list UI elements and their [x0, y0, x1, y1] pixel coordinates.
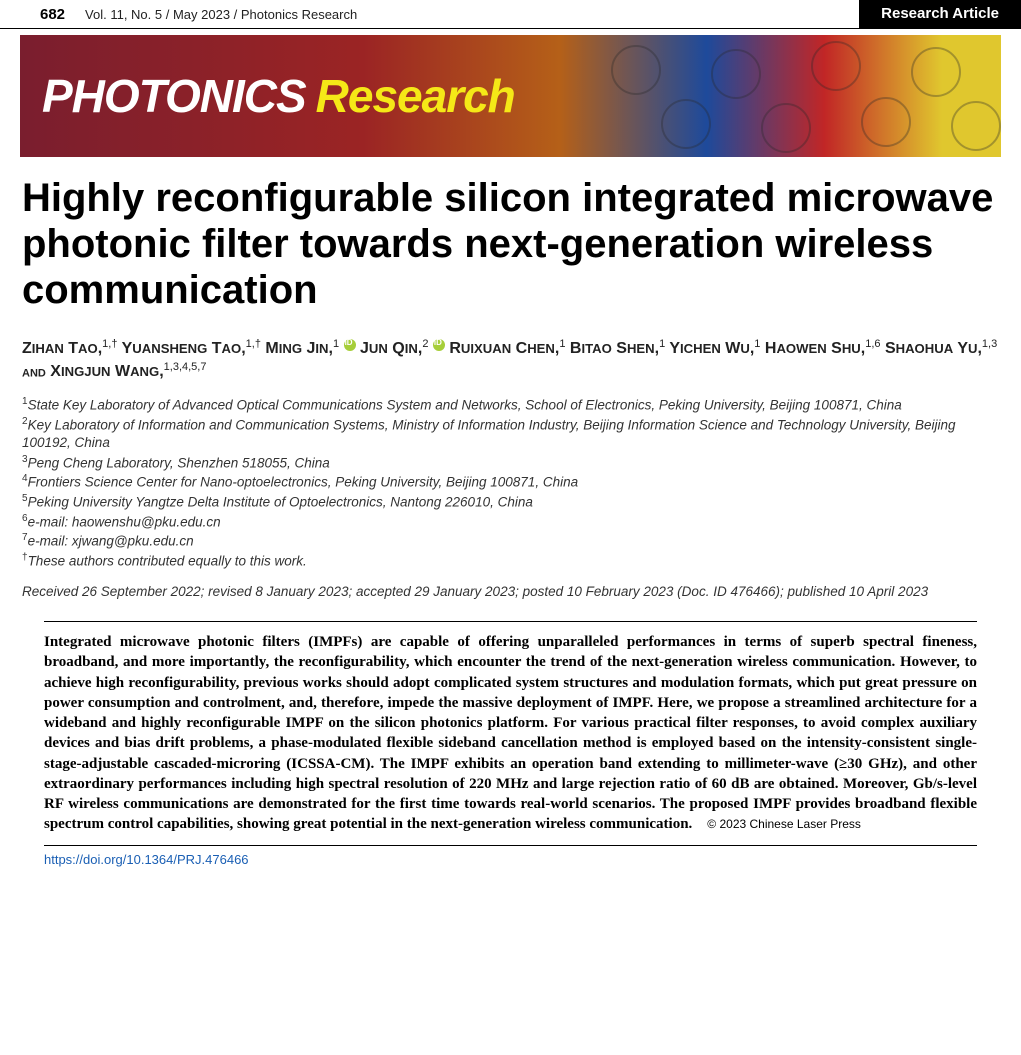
abstract-body: Integrated microwave photonic filters (I… [44, 634, 977, 832]
equal-contribution-note: †These authors contributed equally to th… [22, 551, 999, 571]
affiliation: 5Peking University Yangtze Delta Institu… [22, 492, 999, 512]
affiliation: 2Key Laboratory of Information and Commu… [22, 415, 999, 453]
article-title: Highly reconfigurable silicon integrated… [22, 175, 999, 313]
banner-decoration [581, 35, 1001, 157]
journal-name-1: PHOTONICS [42, 69, 306, 123]
orcid-icon[interactable] [344, 339, 356, 351]
issue-info: Vol. 11, No. 5 / May 2023 / Photonics Re… [85, 7, 357, 22]
copyright: © 2023 Chinese Laser Press [707, 817, 861, 831]
author: SHAOHUA YU, [885, 340, 982, 357]
page-number: 682 [0, 6, 85, 23]
author: XINGJUN WANG, [50, 363, 163, 380]
publication-dates: Received 26 September 2022; revised 8 Ja… [22, 583, 999, 601]
author: RUIXUAN CHEN, [449, 340, 559, 357]
author: BITAO SHEN, [570, 340, 659, 357]
affiliation: 3Peng Cheng Laboratory, Shenzhen 518055,… [22, 453, 999, 473]
author: YICHEN WU, [669, 340, 754, 357]
affiliation: 7e-mail: xjwang@pku.edu.cn [22, 531, 999, 551]
affiliations: 1State Key Laboratory of Advanced Optica… [22, 395, 999, 571]
author: JUN QIN, [360, 340, 422, 357]
journal-banner: PHOTONICS Research [20, 35, 1001, 157]
author: YUANSHENG TAO, [122, 340, 246, 357]
author: MING JIN, [265, 340, 333, 357]
affiliation: 1State Key Laboratory of Advanced Optica… [22, 395, 999, 415]
author: ZIHAN TAO, [22, 340, 102, 357]
author-list: ZIHAN TAO,1,† YUANSHENG TAO,1,† MING JIN… [22, 335, 999, 383]
affiliation: 6e-mail: haowenshu@pku.edu.cn [22, 512, 999, 532]
abstract-text: Integrated microwave photonic filters (I… [44, 632, 977, 835]
journal-name-2: Research [316, 69, 515, 123]
affiliation: 4Frontiers Science Center for Nano-optoe… [22, 472, 999, 492]
article-type-badge: Research Article [859, 0, 1021, 28]
abstract-box: Integrated microwave photonic filters (I… [44, 621, 977, 846]
orcid-icon[interactable] [433, 339, 445, 351]
header-bar: 682 Vol. 11, No. 5 / May 2023 / Photonic… [0, 0, 1021, 29]
doi-link[interactable]: https://doi.org/10.1364/PRJ.476466 [44, 852, 977, 867]
author: HAOWEN SHU, [765, 340, 865, 357]
